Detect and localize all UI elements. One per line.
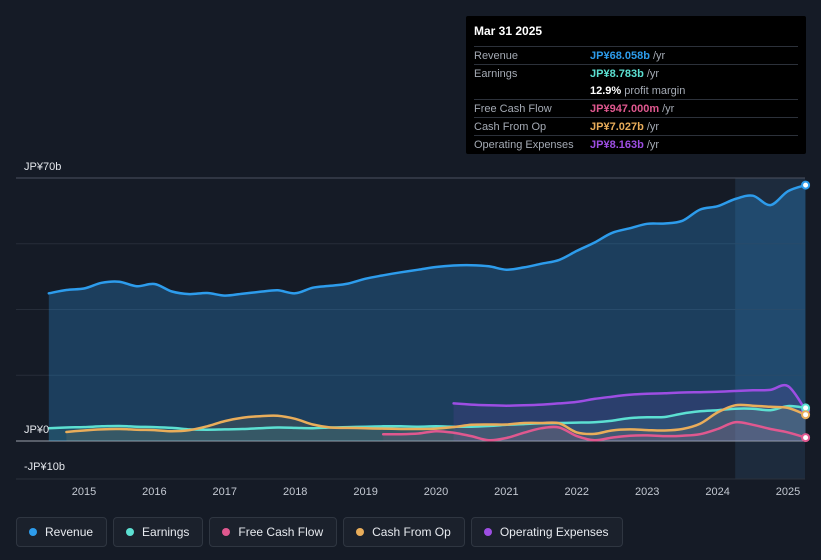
legend-item-free-cash-flow[interactable]: Free Cash Flow [209, 517, 338, 547]
legend-label: Cash From Op [372, 525, 451, 539]
tooltip-label: Revenue [474, 49, 519, 62]
end-marker-revenue [801, 180, 811, 190]
legend-dot-icon [126, 528, 135, 536]
tooltip-row-revenue: Revenue JP¥68.058b /yr [474, 46, 798, 64]
x-tick-label: 2025 [776, 486, 800, 498]
tooltip-value: JP¥8.783b [590, 67, 644, 80]
x-tick-label: 2018 [283, 486, 307, 498]
tooltip-unit: /yr [652, 49, 666, 62]
legend-label: Revenue [45, 525, 94, 539]
tooltip-row-cash-from-op: Cash From Op JP¥7.027b /yr [474, 117, 798, 135]
tooltip-row-free-cash-flow: Free Cash Flow JP¥947.000m /yr [474, 99, 798, 117]
series-line-earnings [47, 404, 807, 431]
y-tick-label-0: JP¥0 [24, 424, 49, 436]
tooltip-unit: /yr [646, 120, 660, 133]
tooltip-label: Cash From Op [474, 120, 547, 133]
y-tick-label-70: JP¥70b [24, 161, 61, 173]
tooltip-row-earnings: Earnings JP¥8.783b /yr [474, 64, 798, 82]
tooltip-label: Free Cash Flow [474, 102, 552, 115]
tooltip-unit: /yr [646, 138, 660, 151]
legend-dot-icon [356, 528, 365, 536]
x-tick-label: 2023 [635, 486, 659, 498]
tooltip-unit: /yr [662, 102, 675, 115]
tooltip-value: JP¥7.027b [590, 120, 644, 133]
series-line-free-cash-flow [381, 420, 807, 442]
area-free-cash-flow [383, 422, 806, 441]
tooltip-value: JP¥947.000m [590, 102, 660, 115]
y-tick-label-neg10: -JP¥10b [24, 461, 65, 473]
x-tick-label: 2021 [494, 486, 518, 498]
tooltip-date: Mar 31 2025 [474, 24, 543, 38]
area-earnings [48, 406, 806, 441]
x-tick-label: 2024 [705, 486, 729, 498]
legend-dot-icon [483, 528, 492, 536]
legend-label: Free Cash Flow [238, 525, 324, 539]
x-tick-label: 2015 [72, 486, 96, 498]
series-line-cash-from-op [65, 403, 807, 436]
end-marker-cash-from-op [801, 410, 811, 420]
x-tick-label: 2022 [565, 486, 589, 498]
chart-area: JP¥70b JP¥0 -JP¥10b 2015 2016 2017 2018 2019… [16, 161, 811, 498]
tooltip-unit: /yr [646, 67, 660, 80]
legend-dot-icon [222, 528, 231, 536]
tooltip-label: Earnings [474, 67, 518, 80]
end-marker-free-cash-flow [801, 433, 811, 443]
legend: Revenue Earnings Free Cash Flow Cash Fro… [16, 517, 623, 547]
area-cash-from-op [66, 404, 806, 441]
series-line-operating-expenses [452, 383, 807, 412]
x-tick-label: 2020 [424, 486, 448, 498]
series-line-revenue [47, 183, 807, 297]
x-tick-label: 2016 [142, 486, 166, 498]
tooltip-label: Operating Expenses [474, 138, 574, 151]
legend-item-earnings[interactable]: Earnings [113, 517, 204, 547]
legend-item-cash-from-op[interactable]: Cash From Op [343, 517, 465, 547]
tooltip-row-operating-expenses: Operating Expenses JP¥8.163b /yr [474, 135, 798, 153]
x-tick-label: 2019 [353, 486, 377, 498]
legend-item-operating-expenses[interactable]: Operating Expenses [470, 517, 623, 547]
tooltip-row-profit-margin: 12.9% profit margin [474, 82, 798, 99]
area-revenue [48, 185, 806, 441]
tooltip-value: JP¥8.163b [590, 138, 644, 151]
legend-dot-icon [29, 528, 37, 536]
legend-item-revenue[interactable]: Revenue [16, 517, 108, 547]
legend-label: Operating Expenses [499, 525, 609, 539]
tooltip-value: JP¥68.058b [590, 49, 650, 62]
tooltip-panel: Mar 31 2025 Revenue JP¥68.058b /yr Earni… [466, 16, 806, 154]
tooltip-unit: profit margin [624, 84, 686, 97]
legend-label: Earnings [142, 525, 190, 539]
tooltip-value: 12.9% [590, 84, 622, 97]
x-tick-label: 2017 [213, 486, 237, 498]
